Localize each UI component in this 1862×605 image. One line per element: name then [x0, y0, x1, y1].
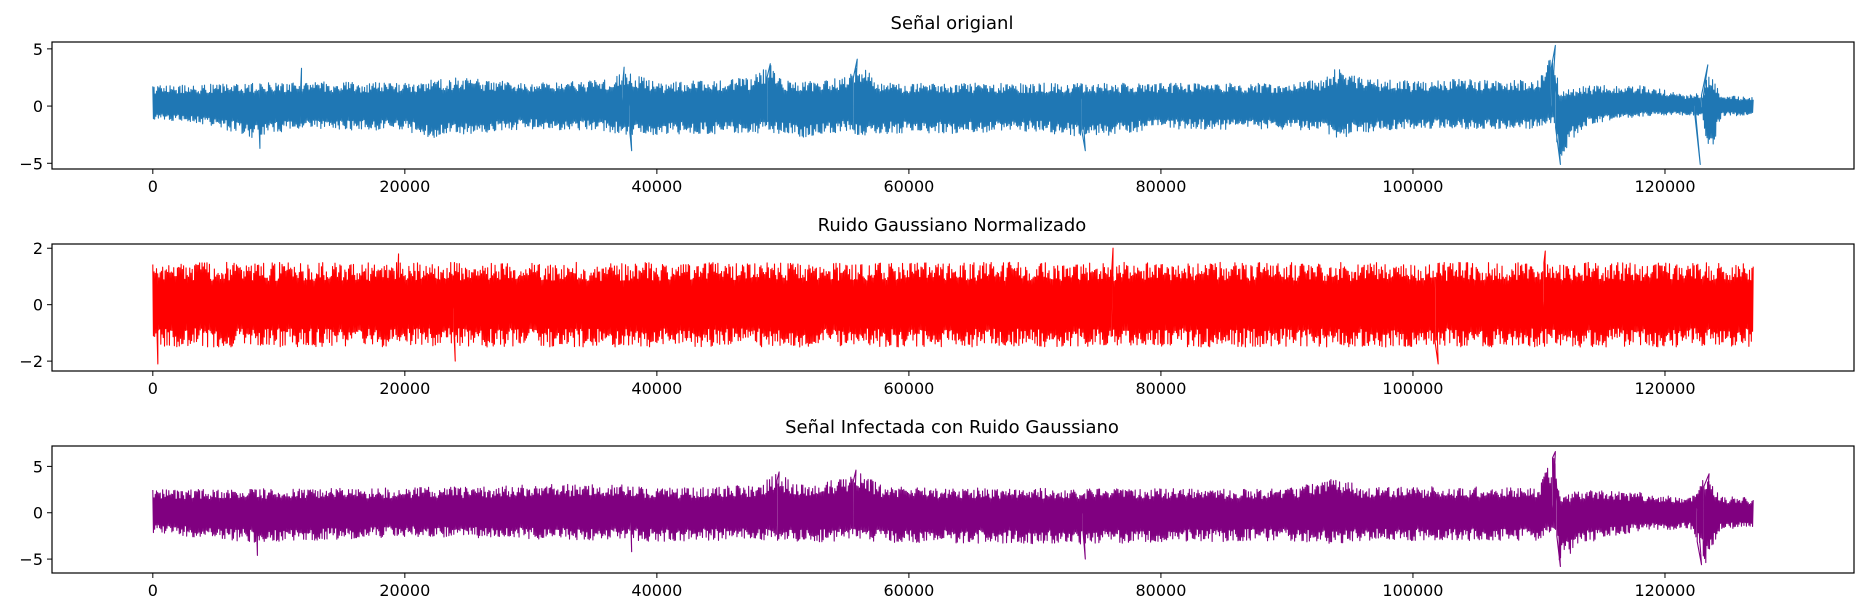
x-tick-label: 20000 [379, 581, 430, 600]
axis-ticks: 0 20000 40000 60000 80000 100000 120000 −2 0 2 [19, 239, 1695, 398]
x-tick-label: 0 [148, 379, 158, 398]
chart-title: Ruido Gaussiano Normalizado [818, 215, 1087, 236]
y-tick-label: −5 [19, 550, 43, 569]
plot-area [152, 44, 1754, 165]
x-tick-label: 100000 [1382, 379, 1443, 398]
series-line [152, 451, 1754, 568]
x-tick-label: 0 [148, 581, 158, 600]
axes-frame [51, 445, 1855, 574]
chart-title: Señal Infectada con Ruido Gaussiano [785, 417, 1119, 438]
axis-ticks: 0 20000 40000 60000 80000 100000 120000 −5 0 5 [19, 40, 1695, 196]
x-tick-label: 120000 [1634, 177, 1695, 196]
x-tick-label: 100000 [1382, 177, 1443, 196]
series-line [152, 247, 1754, 365]
x-tick-label: 80000 [1135, 581, 1186, 600]
x-tick-label: 40000 [631, 581, 682, 600]
x-tick-label: 120000 [1634, 581, 1695, 600]
subplot-gaussian-noise: Ruido Gaussiano Normalizado 0 20000 40000 6… [19, 215, 1855, 398]
subplot-original-signal: Señal origianl 0 20000 40000 60000 80000 1000… [19, 13, 1855, 196]
plot-area [152, 451, 1754, 568]
y-tick-label: 5 [33, 457, 43, 476]
x-tick-label: 60000 [883, 379, 934, 398]
y-tick-label: 0 [33, 504, 43, 523]
x-tick-label: 20000 [379, 177, 430, 196]
axes-frame [51, 41, 1855, 170]
x-tick-label: 80000 [1135, 177, 1186, 196]
x-tick-label: 60000 [883, 177, 934, 196]
axis-ticks: 0 20000 40000 60000 80000 100000 120000 −5 0 5 [19, 457, 1695, 600]
y-tick-label: −2 [19, 352, 43, 371]
x-tick-label: 20000 [379, 379, 430, 398]
y-tick-label: 0 [33, 296, 43, 315]
x-tick-label: 80000 [1135, 379, 1186, 398]
y-tick-label: 0 [33, 97, 43, 116]
plot-area [152, 247, 1754, 365]
axes-frame [51, 243, 1855, 372]
y-tick-label: 5 [33, 40, 43, 59]
subplot-noisy-signal: Señal Infectada con Ruido Gaussiano 0 200… [19, 417, 1855, 600]
x-tick-label: 40000 [631, 177, 682, 196]
chart-title: Señal origianl [891, 13, 1014, 34]
series-line [152, 44, 1754, 165]
x-tick-label: 0 [148, 177, 158, 196]
x-tick-label: 40000 [631, 379, 682, 398]
x-tick-label: 60000 [883, 581, 934, 600]
x-tick-label: 120000 [1634, 379, 1695, 398]
y-tick-label: −5 [19, 154, 43, 173]
y-tick-label: 2 [33, 239, 43, 258]
x-tick-label: 100000 [1382, 581, 1443, 600]
